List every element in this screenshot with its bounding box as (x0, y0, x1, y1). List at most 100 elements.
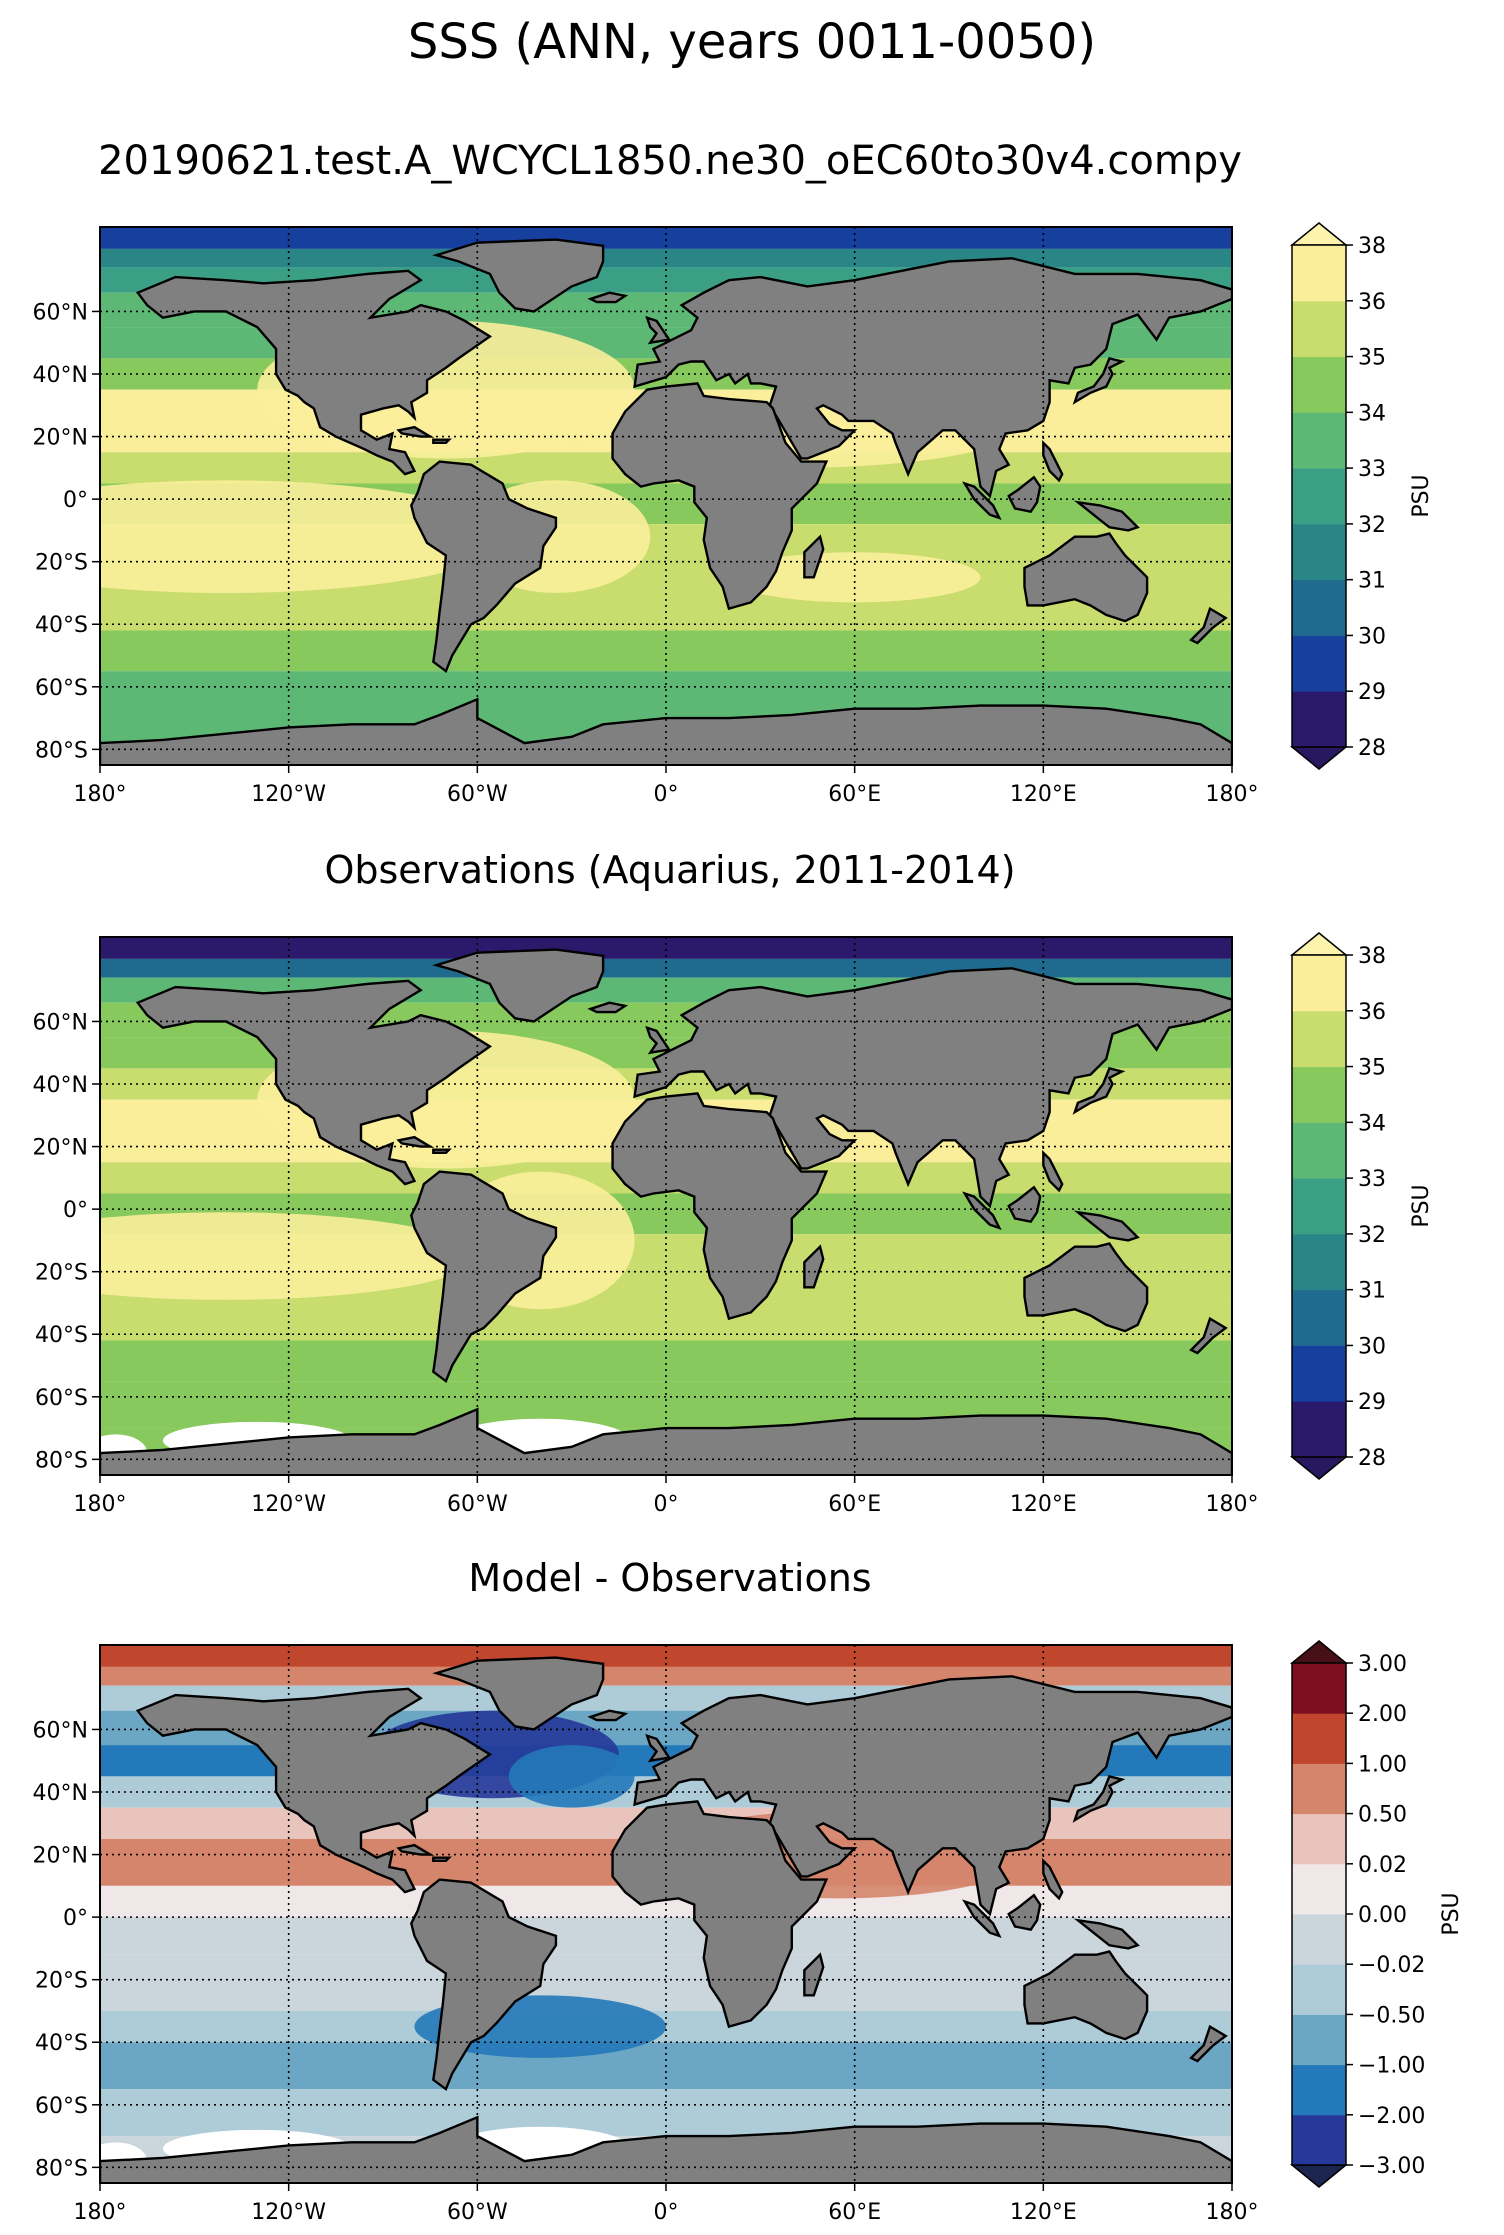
colorbar-extend-low (1289, 1456, 1349, 1480)
colorbar-tick-label: 30 (1358, 624, 1386, 649)
model-ocean-feature (728, 552, 981, 603)
colorbar-tick-label: 30 (1358, 1334, 1386, 1359)
model-ocean-band (100, 227, 1232, 249)
colorbar-segment (1292, 1178, 1346, 1235)
colorbar-segment (1292, 523, 1346, 581)
x-tick-label: 60°W (447, 782, 508, 807)
model-ocean-band (100, 630, 1232, 672)
y-tick-label: 60°S (35, 1386, 88, 1411)
y-tick-label: 20°S (35, 551, 88, 576)
colorbar-tick-label: −0.02 (1358, 1953, 1425, 1978)
colorbar-segment (1292, 1663, 1346, 1714)
x-tick-label: 120°W (251, 782, 326, 807)
colorbar-segment (1292, 2014, 1346, 2066)
colorbar-segment (1292, 1914, 1346, 1965)
y-tick-label: 40°S (35, 2031, 88, 2056)
colorbar-tick-label: 32 (1358, 513, 1386, 538)
model-ocean-feature (100, 480, 509, 593)
x-tick-label: 0° (654, 2200, 679, 2225)
colorbar-tick-label: 31 (1358, 1279, 1386, 1304)
observations-ocean-band (100, 937, 1232, 959)
model-panel-title: 20190621.test.A_WCYCL1850.ne30_oEC60to30… (98, 138, 1242, 184)
colorbar-tick-label: 36 (1358, 290, 1386, 315)
x-tick-label: 60°E (828, 1492, 881, 1517)
colorbar-tick-label: 33 (1358, 1167, 1386, 1192)
x-tick-label: 180° (74, 782, 127, 807)
observations-colorbar: 28 29 30 31 32 33 34 35 36 38 PSU (1289, 932, 1434, 1480)
observations-ocean-band (100, 1340, 1232, 1382)
x-tick-label: 0° (654, 782, 679, 807)
colorbar-tick-label: 29 (1358, 1390, 1386, 1415)
observations-panel-title: Observations (Aquarius, 2011-2014) (324, 848, 1016, 892)
colorbar-segment (1292, 300, 1346, 358)
y-tick-label: 20°N (33, 1844, 88, 1869)
colorbar-segment (1292, 1964, 1346, 2015)
colorbar-segment (1292, 1010, 1346, 1068)
colorbar-segment (1292, 1763, 1346, 1815)
observations-map-panel: 180° 120°W 60°W 0° 60°E 120°E 180° 60°N 40°N 20°N… (33, 936, 1259, 1517)
colorbar-segment (1292, 1401, 1346, 1458)
y-tick-label: 20°S (35, 1261, 88, 1286)
colorbar-extend-high (1289, 932, 1349, 956)
difference-ocean-feature (508, 1745, 635, 1808)
colorbar-tick-label: 28 (1358, 736, 1386, 761)
x-tick-label: 180° (1206, 782, 1259, 807)
colorbar-extend-low (1289, 2164, 1349, 2188)
colorbar-label: PSU (1409, 474, 1434, 517)
y-tick-label: 40°S (35, 1323, 88, 1348)
x-tick-label: 120°W (251, 1492, 326, 1517)
colorbar-tick-label: −2.00 (1358, 2104, 1425, 2129)
colorbar-segment (1292, 1122, 1346, 1179)
x-tick-label: 120°E (1010, 782, 1077, 807)
colorbar-segment (1292, 245, 1346, 302)
colorbar-segment (1292, 1713, 1346, 1764)
colorbar-tick-label: 2.00 (1358, 1702, 1407, 1727)
colorbar-tick-label: −1.00 (1358, 2054, 1425, 2079)
colorbar-tick-label: 31 (1358, 569, 1386, 594)
x-tick-label: 60°E (828, 2200, 881, 2225)
y-tick-label: 60°N (33, 1718, 88, 1743)
colorbar-segment (1292, 691, 1346, 748)
colorbar-frame (1291, 954, 1347, 1458)
colorbar-label: PSU (1409, 1184, 1434, 1227)
x-tick-label: 180° (1206, 2200, 1259, 2225)
y-tick-label: 40°N (33, 1781, 88, 1806)
model-colorbar: 28 29 30 31 32 33 34 35 36 38 PSU (1289, 222, 1434, 770)
colorbar-segment (1292, 1289, 1346, 1346)
colorbar-tick-label: 36 (1358, 1000, 1386, 1025)
colorbar-segment (1292, 1813, 1346, 1865)
colorbar-tick-label: 34 (1358, 1111, 1386, 1136)
x-tick-label: 180° (1206, 1492, 1259, 1517)
y-tick-label: 40°N (33, 1073, 88, 1098)
y-tick-label: 80°S (35, 2156, 88, 2181)
colorbar-segment (1292, 2064, 1346, 2116)
y-tick-label: 80°S (35, 738, 88, 763)
colorbar-extend-high (1289, 1640, 1349, 1664)
colorbar-tick-label: −3.00 (1358, 2154, 1425, 2179)
y-tick-label: 60°N (33, 1010, 88, 1035)
colorbar-tick-label: 38 (1358, 944, 1386, 969)
colorbar-label: PSU (1439, 1892, 1464, 1935)
x-tick-label: 180° (74, 2200, 127, 2225)
colorbar-tick-label: 3.00 (1358, 1652, 1407, 1677)
y-tick-label: 60°N (33, 300, 88, 325)
colorbar-tick-label: 1.00 (1358, 1752, 1407, 1777)
colorbar-tick-label: 0.50 (1358, 1803, 1407, 1828)
colorbar-segment (1292, 2114, 1346, 2166)
difference-ocean-band (100, 1645, 1232, 1667)
colorbar-tick-label: 33 (1358, 457, 1386, 482)
colorbar-tick-label: 0.00 (1358, 1903, 1407, 1928)
colorbar-tick-label: 32 (1358, 1223, 1386, 1248)
difference-map-panel: 180° 120°W 60°W 0° 60°E 120°E 180° 60°N 40°N 20°N… (33, 1644, 1259, 2225)
y-tick-label: 40°N (33, 363, 88, 388)
colorbar-tick-label: 35 (1358, 1056, 1386, 1081)
colorbar-extend-low (1289, 746, 1349, 770)
x-tick-label: 180° (74, 1492, 127, 1517)
colorbar-segment (1292, 356, 1346, 413)
x-tick-label: 120°W (251, 2200, 326, 2225)
model-map-panel: 180° 120°W 60°W 0° 60°E 120°E 180° 60°N 40°N 20°N… (33, 226, 1259, 807)
colorbar-segment (1292, 1345, 1346, 1402)
colorbar-segment (1292, 955, 1346, 1012)
colorbar-segment (1292, 468, 1346, 525)
